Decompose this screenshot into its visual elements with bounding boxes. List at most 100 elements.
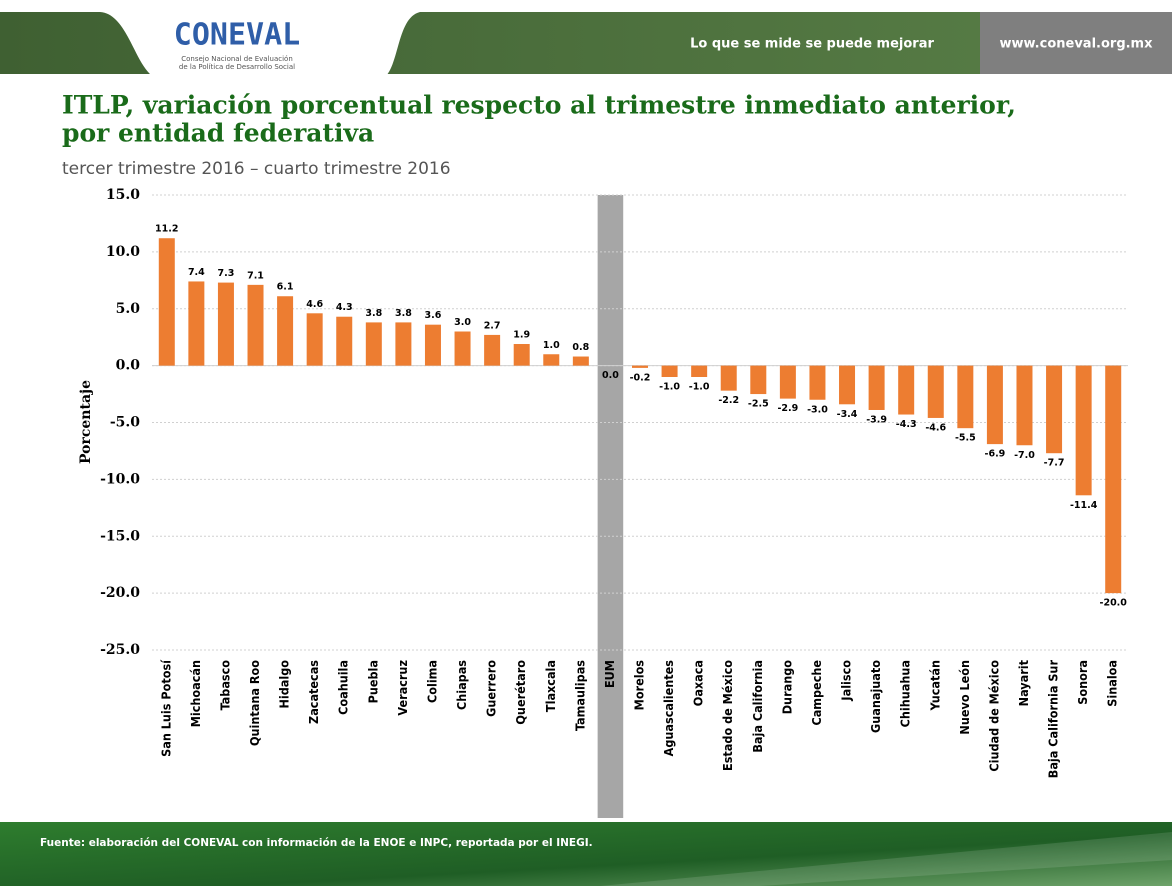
x-tick-label: Chihuahua	[898, 660, 913, 727]
y-tick-label: -25.0	[100, 642, 140, 658]
y-tick-label: -5.0	[110, 415, 140, 431]
x-tick-label: Campeche	[809, 660, 824, 726]
data-label: -11.4	[1070, 500, 1098, 511]
x-tick-label: Quintana Roo	[247, 660, 262, 746]
highlight-band	[597, 195, 624, 818]
data-label: 3.6	[425, 310, 442, 321]
chart-title: por entidad federativa	[62, 119, 374, 148]
x-tick-label: Baja California	[750, 660, 765, 753]
y-tick-label: -10.0	[100, 471, 140, 487]
x-tick-label: Zacatecas	[306, 660, 321, 724]
x-tick-label: Aguascalientes	[661, 660, 676, 757]
data-label: 3.8	[395, 308, 412, 319]
bar	[898, 365, 915, 415]
bar	[395, 322, 412, 366]
data-label: 4.6	[306, 299, 323, 310]
bar	[632, 365, 648, 368]
data-label: 1.0	[543, 340, 560, 351]
url: www.coneval.org.mx	[999, 37, 1153, 52]
x-tick-label: Tamaulipas	[572, 660, 587, 731]
data-label: -7.7	[1044, 458, 1065, 469]
x-tick-label: Estado de México	[720, 660, 735, 771]
data-label: -20.0	[1100, 598, 1128, 609]
bar	[839, 365, 856, 405]
bar	[957, 365, 974, 429]
bar	[513, 344, 530, 366]
bar	[217, 282, 234, 366]
x-tick-label: Durango	[779, 660, 794, 715]
data-label: 0.0	[602, 370, 619, 381]
x-tick-label: Oaxaca	[691, 660, 706, 706]
data-label: 7.1	[247, 270, 264, 281]
plot: -25.0 -20.0 -15.0 -10.0 -5.0 0.0 5.0 10.0 15.0 Sa…	[100, 187, 1128, 818]
data-label: -1.0	[689, 382, 710, 393]
data-label: -7.0	[1014, 450, 1035, 461]
bar	[986, 365, 1003, 445]
x-tick-label: Jalisco	[839, 660, 854, 702]
bar	[691, 365, 708, 377]
data-label: 2.7	[484, 320, 501, 331]
bar	[927, 365, 944, 418]
chart-title: ITLP, variación porcentual respecto al t…	[62, 91, 1016, 120]
data-label: 11.2	[155, 224, 178, 235]
data-label: 7.3	[218, 268, 235, 279]
bar	[484, 334, 501, 366]
data-label: -2.9	[777, 403, 798, 414]
bar	[454, 331, 471, 366]
bar	[1046, 365, 1063, 454]
y-tick-label: -15.0	[100, 528, 140, 544]
x-tick-label: Hidalgo	[277, 660, 292, 709]
y-tick-label: 5.0	[116, 301, 141, 317]
x-tick-label: Sinaloa	[1105, 660, 1120, 707]
bar	[1016, 365, 1033, 446]
bar	[1075, 365, 1092, 496]
x-tick-label: Veracruz	[395, 660, 410, 716]
bar	[572, 356, 589, 366]
x-tick-label: Sonora	[1075, 660, 1090, 705]
x-tick-label: Querétaro	[513, 660, 528, 725]
y-tick-label: -20.0	[100, 585, 140, 601]
x-tick-label: Guerrero	[484, 660, 499, 717]
logo: CONEVAL	[174, 18, 300, 53]
x-tick-label: Tlaxcala	[543, 660, 558, 712]
data-label: 3.8	[365, 308, 382, 319]
data-label: -4.6	[925, 422, 946, 433]
bar	[750, 365, 767, 395]
data-label: -1.0	[659, 382, 680, 393]
x-tick-label: Morelos	[632, 660, 647, 711]
bar	[188, 281, 205, 366]
data-label: -3.0	[807, 404, 828, 415]
x-tick-label: EUM	[602, 660, 617, 688]
data-label: -3.9	[866, 414, 887, 425]
footer-swoosh	[600, 832, 1172, 886]
bar	[779, 365, 796, 399]
bar	[1105, 365, 1122, 594]
bar	[720, 365, 737, 391]
x-tick-label: Nayarit	[1016, 659, 1031, 706]
source-note: Fuente: elaboración del CONEVAL con info…	[40, 837, 593, 849]
x-tick-label: Tabasco	[217, 660, 232, 711]
bar	[277, 296, 294, 366]
x-tick-label: Yucatán	[927, 660, 942, 711]
x-tick-label: Coahuila	[336, 660, 351, 715]
bar	[158, 238, 175, 366]
x-tick-label: Puebla	[365, 660, 380, 703]
header-url-box	[980, 12, 1172, 74]
x-tick-label: Baja California Sur	[1046, 660, 1061, 779]
bar	[336, 316, 353, 366]
data-label: 4.3	[336, 302, 353, 313]
x-tick-label: Nuevo León	[957, 660, 972, 735]
data-label: -0.2	[630, 372, 651, 383]
logo-subtitle: Consejo Nacional de Evaluación	[181, 55, 293, 63]
bar	[543, 354, 560, 366]
y-tick-label: 15.0	[106, 187, 140, 203]
bar	[306, 313, 323, 366]
data-label: -2.5	[748, 399, 769, 410]
x-tick-label: Ciudad de México	[986, 660, 1001, 772]
y-tick-label: 10.0	[106, 244, 140, 260]
x-tick-label: Guanajuato	[868, 660, 883, 733]
data-label: -6.9	[985, 449, 1006, 460]
logo-tab	[100, 12, 420, 80]
